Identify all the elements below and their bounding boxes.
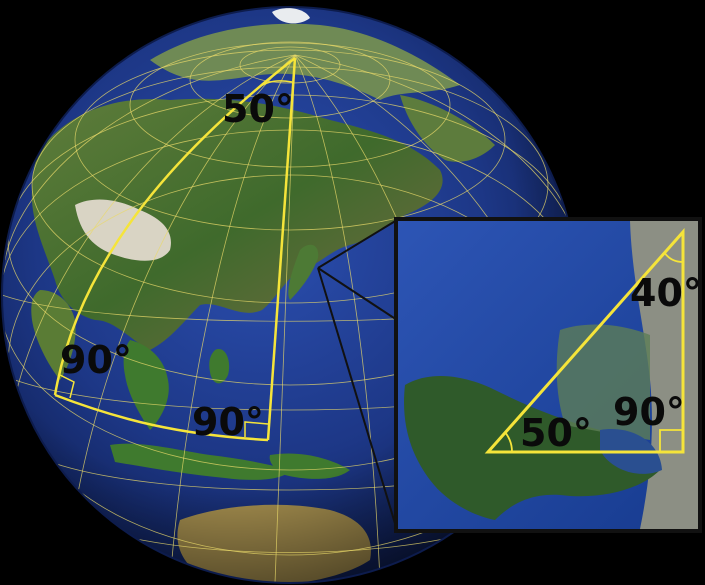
inset-map: 40° 50° 90° — [394, 217, 702, 533]
inset-rice-fields — [556, 324, 650, 440]
apex-angle-label: 50° — [222, 87, 294, 131]
right-corner-angle-label: 90° — [192, 400, 264, 444]
right-angle-mark-right — [244, 421, 269, 437]
inset-right-angle-label: 90° — [613, 390, 685, 434]
triangle-meridian-right — [266, 57, 297, 441]
left-corner-angle-label: 90° — [60, 338, 132, 382]
spherical-triangle — [53, 57, 297, 442]
inset-right-angle-mark — [659, 429, 683, 452]
triangle-equator-side — [54, 393, 269, 442]
inset-connector — [317, 219, 398, 531]
apex-angle-arc — [257, 80, 293, 89]
inset-left-angle-arc — [504, 431, 513, 453]
inset-left-angle-label: 50° — [520, 411, 592, 455]
triangle-meridian-left — [53, 57, 296, 396]
flat-triangle — [484, 228, 685, 454]
inset-peninsula — [404, 375, 660, 520]
inset-top-angle-arc — [663, 251, 684, 263]
right-angle-mark-left — [59, 374, 75, 399]
inset-top-angle-label: 40° — [630, 271, 702, 315]
